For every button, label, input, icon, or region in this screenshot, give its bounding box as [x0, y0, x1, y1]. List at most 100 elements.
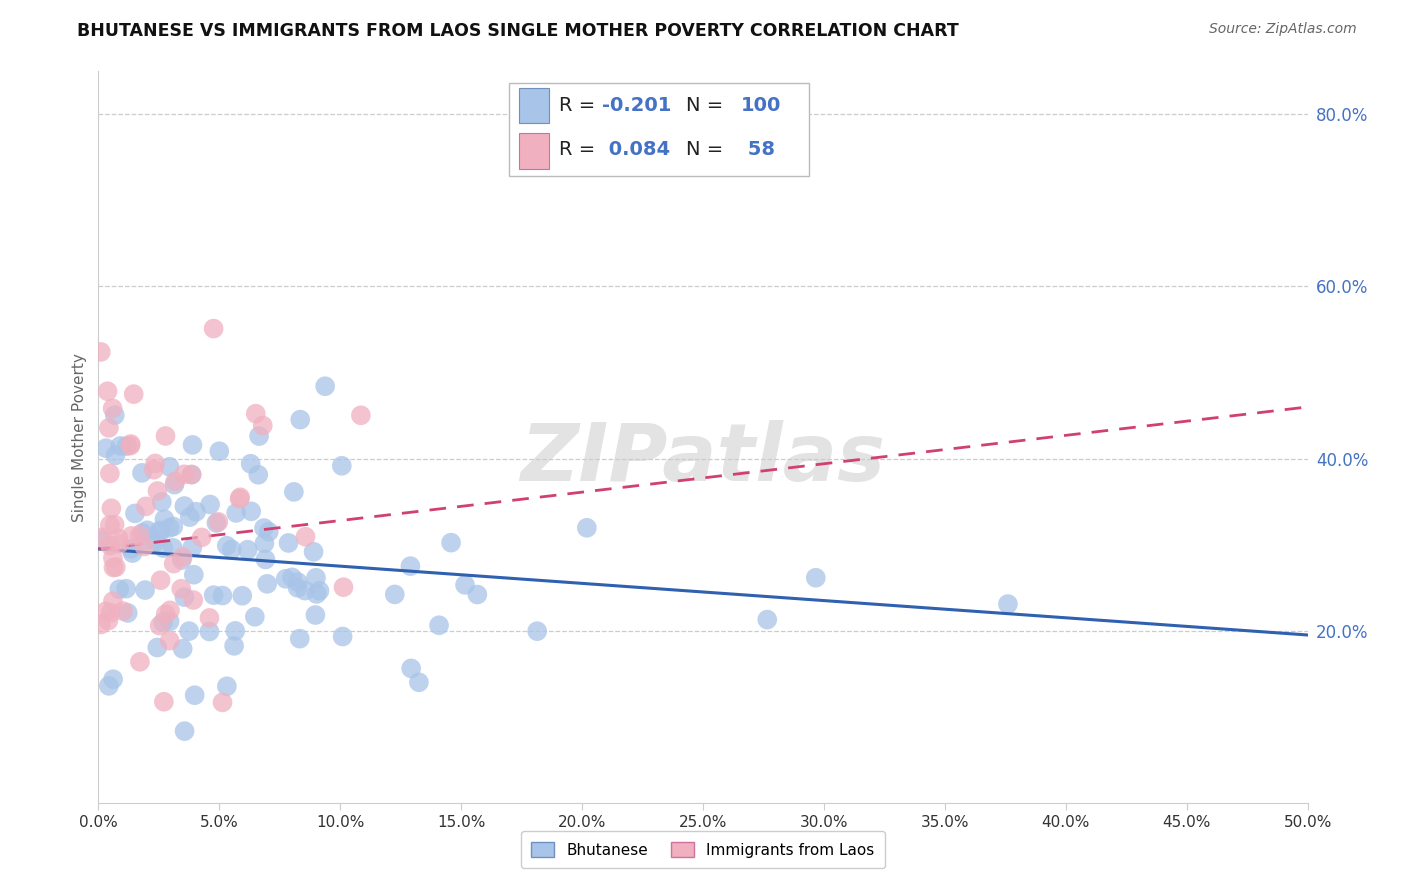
Point [575, 521, 598, 535]
Point [399, 661, 422, 675]
Point [155, 607, 177, 622]
Point [198, 624, 221, 639]
Point [159, 459, 181, 474]
Point [134, 540, 156, 554]
Point [129, 655, 152, 669]
Point [150, 495, 173, 509]
Point [288, 632, 311, 646]
Point [115, 439, 138, 453]
Point [112, 604, 135, 618]
Point [108, 582, 131, 597]
Point [98, 467, 121, 481]
Point [180, 467, 202, 482]
Point [117, 606, 139, 620]
Point [149, 524, 172, 538]
Point [253, 536, 276, 550]
Point [211, 695, 233, 709]
Point [202, 321, 225, 335]
Point [107, 532, 129, 546]
Text: 0.084: 0.084 [602, 140, 671, 159]
Point [183, 567, 205, 582]
Point [104, 560, 127, 574]
Point [104, 448, 127, 462]
Point [179, 624, 201, 639]
Point [997, 597, 1019, 611]
Point [170, 582, 193, 596]
Point [135, 500, 157, 514]
Point [332, 580, 354, 594]
Point [181, 541, 204, 555]
Point [173, 724, 195, 739]
Point [756, 613, 779, 627]
Point [208, 444, 231, 458]
Point [159, 633, 181, 648]
Point [121, 529, 143, 543]
Point [136, 523, 159, 537]
Point [131, 466, 153, 480]
Point [408, 675, 430, 690]
Point [153, 512, 176, 526]
Point [173, 499, 195, 513]
Point [287, 574, 309, 589]
Point [101, 594, 124, 608]
Point [103, 560, 125, 574]
Point [100, 606, 122, 620]
Point [215, 679, 238, 693]
Point [165, 475, 187, 489]
Point [152, 615, 174, 630]
Point [101, 672, 124, 686]
Point [172, 549, 194, 564]
Point [314, 379, 336, 393]
Point [198, 611, 221, 625]
Point [108, 439, 131, 453]
Point [305, 571, 328, 585]
Point [104, 408, 127, 422]
Point [173, 590, 195, 604]
Point [350, 409, 373, 423]
Point [257, 524, 280, 539]
Text: Source: ZipAtlas.com: Source: ZipAtlas.com [1209, 22, 1357, 37]
Point [124, 507, 146, 521]
Point [128, 528, 150, 542]
Text: N =: N = [686, 140, 730, 159]
Point [159, 603, 181, 617]
Bar [519, 88, 550, 123]
Point [198, 498, 221, 512]
Point [131, 525, 153, 540]
Point [134, 582, 156, 597]
Point [277, 536, 299, 550]
Point [281, 570, 304, 584]
Point [294, 583, 316, 598]
Point [287, 581, 309, 595]
Point [90, 345, 112, 359]
Point [526, 624, 548, 639]
Point [247, 467, 270, 482]
Point [181, 593, 204, 607]
Point [155, 429, 177, 443]
Point [96, 384, 118, 399]
Point [152, 541, 174, 555]
Point [153, 695, 176, 709]
Point [304, 607, 326, 622]
Point [108, 537, 131, 551]
FancyBboxPatch shape [509, 83, 810, 177]
Text: 100: 100 [741, 95, 782, 115]
Text: 58: 58 [741, 140, 775, 159]
Point [274, 572, 297, 586]
Point [90, 617, 112, 632]
Point [190, 530, 212, 544]
Point [332, 630, 354, 644]
Text: ZIPatlas: ZIPatlas [520, 420, 886, 498]
Point [146, 640, 169, 655]
Point [145, 534, 167, 549]
Point [100, 501, 122, 516]
Point [440, 535, 463, 549]
Point [215, 539, 238, 553]
Text: N =: N = [686, 95, 730, 115]
Point [120, 439, 142, 453]
Point [243, 609, 266, 624]
Point [120, 541, 142, 556]
Legend: Bhutanese, Immigrants from Laos: Bhutanese, Immigrants from Laos [520, 831, 886, 868]
Point [305, 587, 328, 601]
Text: -0.201: -0.201 [602, 95, 672, 115]
